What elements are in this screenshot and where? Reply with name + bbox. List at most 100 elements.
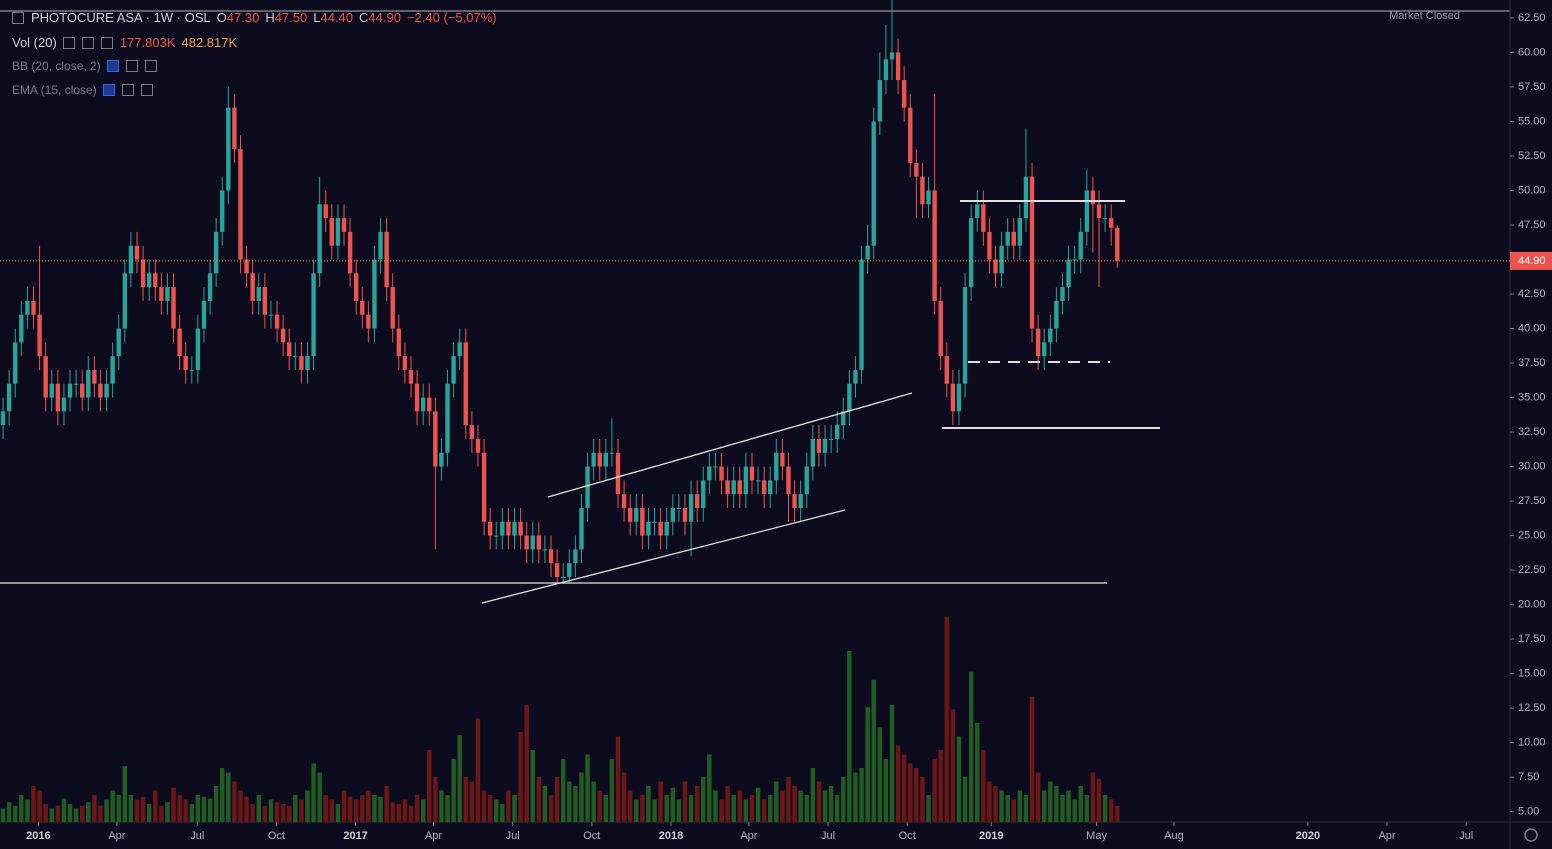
candle-body [207,273,213,301]
volume-bar [975,723,980,822]
candle-body [487,521,493,536]
volume-bar [408,805,414,822]
candle-body [6,383,12,412]
volume-bar [908,763,913,822]
volume-bar [280,804,286,822]
candle-body [591,452,596,467]
candle-body [347,231,353,274]
volume-bar [128,795,134,822]
candle-body [104,383,109,398]
candle-body [908,107,913,163]
volume-bar [615,736,621,822]
candle-body [311,273,316,357]
candle-body [299,356,304,370]
volume-bar [895,745,901,822]
volume-bar [841,777,846,822]
candle-body [792,494,797,508]
candle-body [31,300,36,315]
volume-bar [140,796,146,822]
candle-body [13,342,18,384]
candle-body [828,438,834,440]
candle-body [786,466,791,495]
volume-bar [579,772,584,822]
candle-body [353,273,359,301]
candle-body [719,466,724,481]
volume-bar [585,754,590,822]
volume-bar [31,786,36,822]
volume-bar [116,795,121,822]
volume-bar [640,795,645,822]
volume-bar [19,795,24,822]
candle-body [554,563,560,577]
candle-body [67,383,73,398]
volume-bar [475,718,481,822]
volume-bar [293,795,298,822]
volume-bar [13,805,18,822]
y-tick-label: 20.00 [1518,599,1546,611]
volume-bar [360,795,365,822]
candle-body [274,314,280,329]
candle-body [615,452,621,495]
indicator-name[interactable]: Vol (20) [12,35,57,50]
volume-bar [1005,795,1010,822]
candle-body [731,480,736,495]
candle-body [688,494,694,522]
candle-body [670,507,675,522]
candle-body [366,314,371,329]
x-tick-label: Jul [190,830,204,842]
candle-body [573,549,578,564]
volume-bar [737,790,742,822]
collapse-icon[interactable] [12,11,24,24]
volume-bar [561,759,566,822]
volume-bar [378,796,383,822]
volume-bar [256,795,261,822]
candle-body [1102,218,1108,220]
candle-body [414,383,420,412]
volume-bar [390,802,395,822]
volume-bar [725,786,730,822]
candle-body [755,480,761,482]
volume-bar [347,796,353,822]
candle-body [816,438,822,453]
volume-bar [159,805,164,822]
y-tick-label: 60.00 [1518,46,1546,58]
volume-bar [676,799,682,822]
candle-body [518,521,523,536]
candle-body [49,383,54,398]
bb-row: BB (20, close, 2) [12,59,158,73]
candle-body [500,521,505,536]
candle-body [609,452,615,454]
candles [0,0,1120,584]
volume-bar [226,772,231,822]
y-tick-label: 27.50 [1518,495,1546,507]
indicator-name[interactable]: BB (20, close, 2) [12,59,101,73]
y-tick-label: 35.00 [1518,391,1546,403]
candle-body [329,218,335,246]
candle-body [536,535,542,550]
volume-bar [603,795,609,822]
volume-bar [731,795,736,822]
volume-bar [524,705,529,822]
candle-body [658,521,663,536]
volume-bar [311,763,316,822]
candle-body [372,259,377,329]
volume-bar [1115,805,1120,822]
candle-body [189,369,194,371]
volume-bar [926,795,931,822]
x-tick-label: 2019 [979,830,1003,842]
candle-body [165,287,170,301]
volume-bar [43,804,48,822]
axes: 5.00 7.50 10.00 12.50 15.00 17.50 20.00 22.50 25… [0,12,1552,842]
candle-body [597,452,602,467]
candle-body [694,494,700,508]
settings-icon[interactable] [1524,828,1538,842]
indicator-name[interactable]: EMA (15, close) [12,83,97,97]
x-tick-label: 2020 [1296,830,1320,842]
y-tick-label: 25.00 [1518,529,1546,541]
volume-bar [573,786,578,822]
candle-body [1011,231,1016,246]
candle-body [987,231,992,260]
candle-body [463,342,468,426]
volume-bar [798,790,803,822]
